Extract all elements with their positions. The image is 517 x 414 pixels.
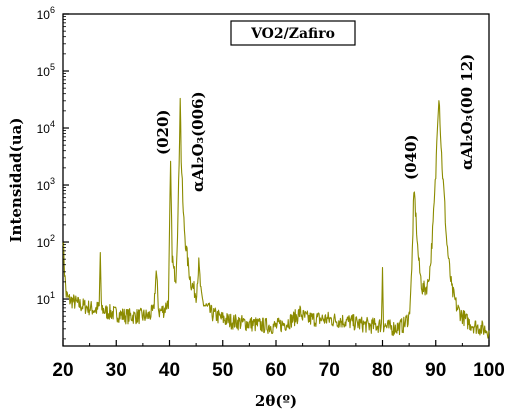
x-tick-label: 90 bbox=[425, 360, 446, 381]
y-tick-label: 101 bbox=[37, 290, 55, 307]
series-line-vo2-zafiro bbox=[62, 97, 490, 339]
y-axis: 101 102 103 104 105 106 bbox=[37, 5, 69, 340]
y-tick-label: 105 bbox=[37, 62, 55, 79]
x-axis-label: 2θ(º) bbox=[255, 392, 297, 410]
x-tick-label: 50 bbox=[212, 360, 233, 381]
y-tick-label: 106 bbox=[37, 5, 55, 22]
annotation-020: (020) bbox=[154, 109, 172, 155]
y-tick-label: 104 bbox=[37, 119, 55, 136]
legend-label: VO2/Zafiro bbox=[250, 26, 335, 42]
plot-frame bbox=[62, 13, 490, 347]
legend-box bbox=[230, 20, 356, 46]
x-tick-label: 100 bbox=[473, 360, 505, 381]
annotation-al2o3-0012: αAl₂O₃(00 12) bbox=[458, 54, 476, 170]
x-axis: 20 30 40 50 60 70 80 90 100 bbox=[52, 340, 505, 381]
x-tick-label: 20 bbox=[52, 360, 73, 381]
x-tick-label: 40 bbox=[159, 360, 180, 381]
x-tick-label: 30 bbox=[106, 360, 127, 381]
y-axis-label: Intensidad(ua) bbox=[7, 118, 25, 243]
x-tick-label: 80 bbox=[372, 360, 393, 381]
annotation-040: (040) bbox=[402, 134, 420, 180]
annotation-al2o3-006: αAl₂O₃(006) bbox=[189, 91, 207, 192]
x-tick-label: 70 bbox=[319, 360, 340, 381]
x-tick-label: 60 bbox=[265, 360, 286, 381]
y-tick-label: 102 bbox=[37, 233, 55, 250]
y-tick-label: 103 bbox=[37, 176, 55, 193]
